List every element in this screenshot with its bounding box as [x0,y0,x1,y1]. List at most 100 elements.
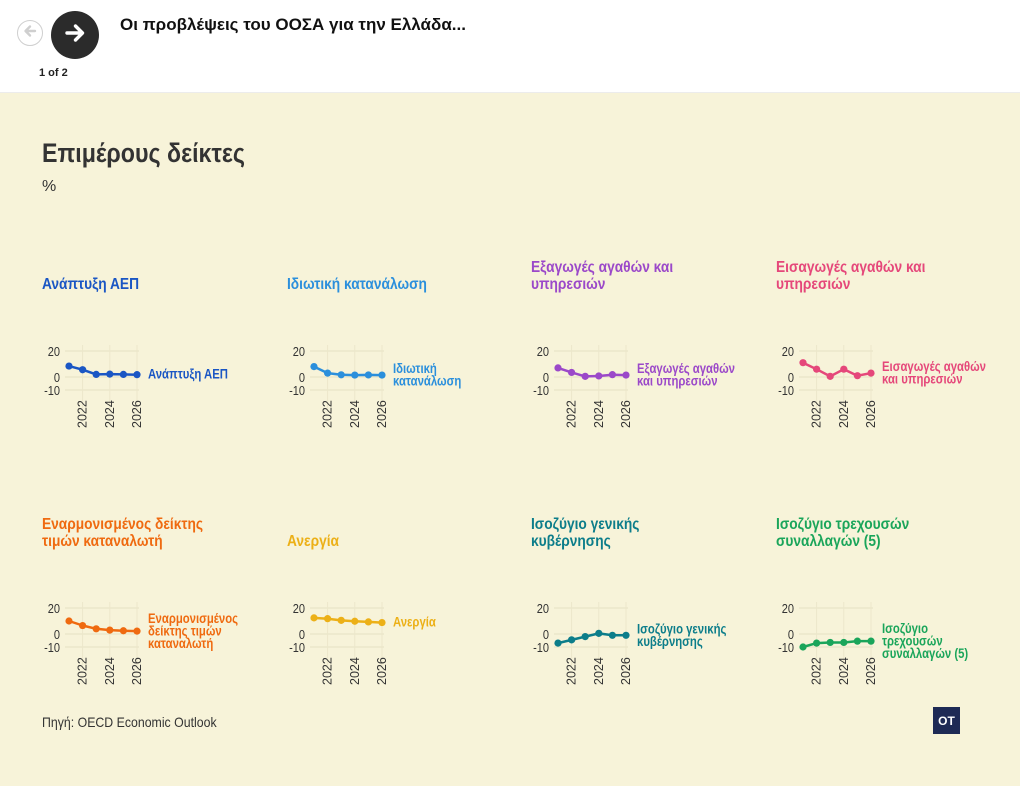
series-end-label: καταναλωτή [148,636,213,651]
data-point [813,365,821,373]
next-button[interactable] [51,11,99,59]
data-point [826,372,834,380]
x-tick-label: 2022 [321,657,335,685]
data-point [608,371,617,379]
chart-title-line: Ανάπτυξη ΑΕΠ [42,275,139,293]
chart-title-line: Εναρμονισμένος δείκτης [42,515,203,533]
x-tick-label: 2026 [619,400,633,428]
data-point [840,365,848,373]
x-tick-label: 2026 [864,400,878,428]
chart-title-line: Εξαγωγές αγαθών και [531,258,673,276]
series-end-label: κυβέρνησης [637,634,703,649]
data-point [106,370,114,378]
y-tick-label: -10 [778,384,794,398]
x-tick-label: 2024 [103,657,117,685]
panel-title: Επιμέρους δείκτες [42,138,245,168]
data-point [106,626,114,634]
data-point [351,371,359,379]
chart-panel [0,93,1020,786]
x-tick-label: 2022 [810,400,824,428]
data-point [813,639,821,647]
top-bar: 1 of 2 Οι προβλέψεις του ΟΟΣΑ για την Ελ… [0,0,1020,93]
data-point [119,627,127,635]
data-point [65,617,73,625]
chart-title-line: κυβέρνησης [531,532,611,550]
x-tick-label: 2022 [565,657,579,685]
y-tick-label: -10 [533,641,549,655]
chart-title-line: Ανεργία [287,532,340,550]
chart-title-line: συναλλαγών (5) [776,532,881,550]
arrow-right-icon [64,22,86,49]
data-point [65,362,73,370]
y-tick-label: -10 [44,641,60,655]
data-point [554,639,562,647]
data-point [840,638,848,647]
data-point [337,616,345,624]
data-point [79,366,87,374]
data-point [595,372,603,380]
x-tick-label: 2024 [837,657,851,685]
data-point [324,615,332,623]
data-point [568,636,576,644]
page-indicator: 1 of 2 [39,67,68,79]
series-end-label: Ανάπτυξη ΑΕΠ [148,367,228,382]
chart-title-line: Ισοζύγιο τρεχουσών [776,515,909,533]
series-end-label: κατανάλωση [393,374,461,389]
data-point [554,364,562,372]
y-tick-label: 20 [293,602,306,616]
data-point [92,370,100,378]
data-point [867,637,875,645]
data-point [364,371,372,379]
data-point [133,371,141,379]
x-tick-label: 2026 [130,400,144,428]
x-tick-label: 2024 [103,400,117,428]
small-multiple-2: Ιδιωτική κατανάλωση 20 0-10 2022 2024 2026 Ιδι… [287,275,461,428]
y-tick-label: 20 [782,602,795,616]
y-tick-label: 20 [782,345,795,359]
y-tick-label: 20 [48,345,61,359]
series-end-label: και υπηρεσιών [637,374,718,389]
series-end-label: Εξαγωγές αγαθών [637,361,735,376]
chart-title-line: Ιδιωτική κατανάλωση [287,275,427,293]
x-tick-label: 2022 [810,657,824,685]
y-tick-label: -10 [44,384,60,398]
data-point [581,633,589,641]
y-tick-label: -10 [289,384,305,398]
y-tick-label: -10 [289,641,305,655]
data-point [595,629,603,637]
source-note: Πηγή: OECD Economic Outlook [42,714,217,730]
series-end-label: Ισοζύγιο [882,621,928,636]
data-point [364,618,372,626]
ot-logo: OT [933,707,960,734]
data-point [568,368,576,377]
chart-title-line: τιμών καταναλωτή [42,532,163,550]
data-point [622,631,630,639]
x-tick-label: 2024 [837,400,851,428]
chart-title-line: υπηρεσιών [531,275,605,293]
series-end-label: δείκτης τιμών [148,624,222,639]
data-point [378,371,386,379]
previous-button[interactable] [17,20,43,46]
small-multiple-1: Ανάπτυξη ΑΕΠ 20 0-10 2022 2024 2026 Ανάπτυξη Α… [42,275,228,428]
y-tick-label: -10 [533,384,549,398]
x-tick-label: 2024 [592,657,606,685]
y-tick-label: 0 [299,371,306,385]
y-tick-label: 0 [543,628,550,642]
series-end-label: Ισοζύγιο γενικής [637,621,726,636]
data-point [581,372,589,380]
data-point [310,363,318,371]
series-end-label: Ιδιωτική [393,361,437,376]
x-tick-label: 2024 [348,400,362,428]
series-end-label: και υπηρεσιών [882,372,963,387]
series-end-label: Εναρμονισμένος [148,611,238,626]
y-tick-label: 0 [54,628,61,642]
series-end-label: Εισαγωγές αγαθών [882,359,986,374]
slide-title: Οι προβλέψεις του ΟΟΣΑ για την Ελλάδα... [120,15,466,34]
chart-title-line: Εισαγωγές αγαθών και [776,258,925,276]
data-point [133,627,141,635]
y-tick-label: 20 [537,602,550,616]
series-end-label: Ανεργία [393,615,436,630]
